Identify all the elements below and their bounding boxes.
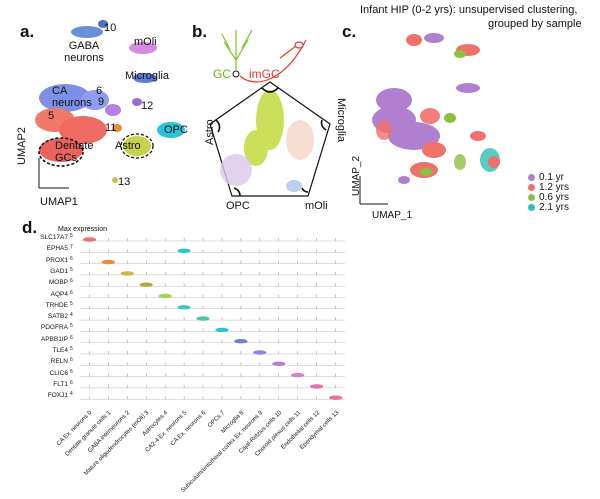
cluster-label-6: 6	[96, 85, 103, 97]
cluster-label-moli: mOli	[134, 36, 157, 48]
gene-max-expression: 5	[70, 323, 73, 330]
panel-c-umap	[359, 33, 500, 205]
axis-umap-1: UMAP_1	[372, 210, 413, 221]
legend-label: 0.1 yr	[539, 171, 565, 183]
cluster-label-ca: CA neurons	[52, 85, 92, 109]
violin-shape	[253, 350, 267, 355]
axis-umap1: UMAP1	[40, 196, 78, 208]
gene-label: SLC17A7	[40, 234, 68, 241]
cluster-label-dentate: Dentate GCs	[55, 140, 94, 164]
violin-shape	[177, 305, 191, 310]
gene-max-expression: 5	[70, 233, 73, 239]
gene-max-expression: 7	[70, 244, 73, 251]
gene-label: TLE4	[52, 347, 68, 354]
violin-shape	[328, 395, 343, 400]
gene-label: FLT1	[53, 380, 68, 388]
violin-shape	[291, 372, 305, 378]
cluster-label-10: 10	[104, 22, 117, 34]
gene-max-expression: 6	[70, 368, 73, 375]
violin-shape	[120, 271, 134, 276]
gene-label: FOXJ1	[47, 392, 68, 400]
violin-plot: SLC17A7 5 EPHA5 7 PROX1 6 GAD1 5 MOBP 6 AQP4 6 TRHDE…	[40, 233, 345, 493]
gene-max-expression: 6	[70, 334, 73, 341]
panel-c-legend: 0.1 yr 1.2 yrs 0.6 yrs 2.1 yrs	[528, 171, 570, 213]
legend-label: 0.6 yrs	[539, 191, 570, 203]
legend-label: 1.2 yrs	[539, 181, 570, 193]
legend-item: 0.6 yrs	[528, 191, 570, 203]
cluster-label-13: 13	[118, 176, 131, 188]
violin-shape	[101, 259, 116, 265]
gene-label: PDGFRA	[40, 324, 68, 332]
legend-label: 2.1 yrs	[539, 201, 570, 213]
label-gc: GC	[213, 67, 231, 81]
cluster-label-opc: OPC	[164, 124, 188, 136]
gene-label: EPHA5	[46, 245, 68, 253]
gene-max-expression: 6	[70, 255, 73, 262]
gene-label: APBB1IP	[40, 335, 68, 343]
legend-swatch	[528, 183, 535, 191]
violin-shape	[196, 316, 210, 321]
panel-c-label: c.	[342, 22, 357, 41]
gene-label: RELN	[50, 358, 68, 366]
cluster-label-astro: Astro	[115, 140, 141, 152]
label-imgc: imGC	[249, 67, 280, 81]
legend-item: 1.2 yrs	[528, 181, 570, 193]
violin-shape	[158, 293, 172, 299]
gene-max-expression: 4	[70, 391, 73, 398]
gene-label: SATB2	[47, 313, 68, 321]
gene-max-expression: 5	[70, 346, 73, 352]
gene-label: GAD1	[50, 267, 68, 275]
violin-shape	[139, 282, 153, 287]
violin-shape	[82, 237, 97, 242]
gene-max-expression: 6	[70, 289, 73, 296]
gene-label: MOBP	[48, 279, 68, 287]
panel-c-title-2: grouped by sample	[488, 18, 582, 30]
cluster-label-5: 5	[48, 110, 55, 122]
gene-label: PROX1	[45, 256, 68, 264]
cluster-label-11: 11	[105, 122, 117, 134]
gene-max-expression: 5	[70, 300, 73, 307]
gene-max-expression: 6	[70, 357, 73, 364]
legend-swatch	[528, 203, 535, 211]
violin-shape	[272, 361, 286, 366]
violin-shape	[234, 339, 248, 344]
gene-max-expression: 4	[70, 312, 73, 319]
max-expression-label: Max expression	[58, 226, 108, 233]
gene-max-expression: 6	[70, 278, 73, 285]
gene-label: AQP4	[50, 290, 68, 298]
panel-c-title-1: Infant HIP (0-2 yrs): unsupervised clust…	[360, 4, 578, 16]
legend-item: 0.1 yr	[528, 171, 569, 183]
panel-b-label: b.	[192, 22, 208, 41]
cluster-label-gaba: GABA neurons	[64, 40, 104, 64]
panel-d-label: d.	[22, 218, 38, 237]
gene-max-expression: 5	[70, 266, 73, 273]
panel-a-label: a.	[20, 22, 35, 41]
violin-shape	[177, 248, 191, 253]
legend-item: 2.1 yrs	[528, 201, 570, 213]
panel-a-umap	[35, 20, 185, 189]
gene-label: TRHDE	[45, 301, 68, 309]
violin-shape	[309, 384, 324, 389]
cluster-label-9: 9	[98, 96, 105, 108]
cluster-label-12: 12	[141, 100, 154, 112]
label-moli-b: mOli	[305, 200, 328, 212]
gene-label: CLIC6	[49, 369, 68, 377]
legend-swatch	[528, 173, 535, 181]
panel-b-pentagon	[209, 29, 331, 197]
violin-shape	[215, 327, 229, 333]
gene-max-expression: 6	[70, 379, 73, 386]
violin-grid	[80, 237, 345, 400]
legend-swatch	[528, 193, 535, 201]
cluster-label-microglia: Microglia	[125, 70, 170, 82]
label-opc-b: OPC	[226, 200, 250, 212]
